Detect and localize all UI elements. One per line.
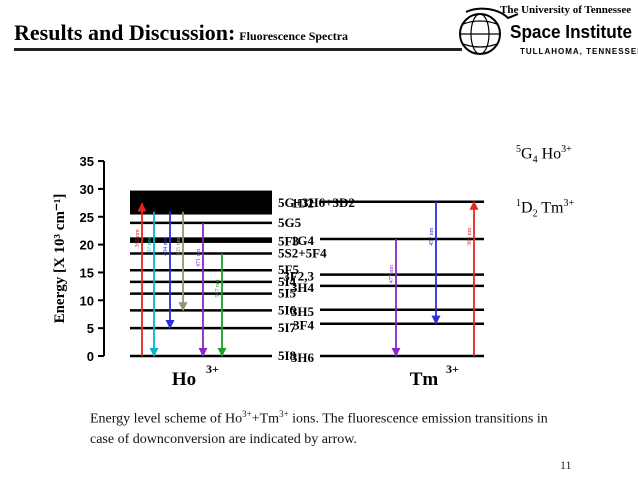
ho-label-sub: 4 [532, 154, 538, 166]
tm-label-sub: 2 [532, 208, 538, 220]
tm-level-label: 1D2 [292, 196, 314, 211]
energy-level-diagram: 0 5 10 15 20 25 30 35 Energy [X 10³ cm⁻¹] 5I8 5I7 5… [52, 154, 484, 390]
ho-ion-charge: 3+ [206, 362, 219, 376]
logo-line-3: TULLAHOMA, TENNESSEE [520, 47, 638, 56]
ho-label-charge: 3+ [561, 144, 572, 155]
ho-level-label: 5F3 [278, 233, 299, 248]
ho-level-label: 5F5 [278, 262, 299, 277]
ho-level-label: 5G4 Ho3+ [516, 144, 572, 166]
ho-label-ion: Ho [537, 145, 562, 163]
tm-level-label: 3F2,3 [283, 269, 314, 284]
tm-transition-label: 477 nm [389, 265, 395, 284]
figure-caption: Energy level scheme of Ho3++Tm3+ ions. T… [90, 404, 610, 450]
page-number: 11 [560, 458, 572, 472]
ho-level-label: 5G5 [278, 215, 302, 230]
tm-level-label: 1D2 Tm3+ [516, 198, 574, 220]
ho-level-label: 5S2+5F4 [278, 246, 327, 261]
y-tick-label: 25 [80, 210, 94, 225]
ho-transition-label: 3? nm [147, 237, 153, 252]
tm-label-sup: 1 [516, 198, 521, 209]
tm-level-label: 3F4 [293, 318, 314, 333]
y-axis-label: Energy [X 10³ cm⁻¹] [52, 194, 68, 324]
caption-text-4: case of downconversion are indicated by … [90, 431, 357, 447]
caption-text-3: ions. The fluorescence emission transiti… [288, 411, 548, 427]
ho-transition-label: 404 nm [163, 237, 169, 256]
tm-transition-label: 365 nm [467, 227, 473, 246]
y-tick-label: 0 [87, 349, 94, 364]
ho-ion-name: Ho [172, 369, 196, 390]
ho-level-label: 5I4 [278, 274, 297, 289]
ho-transition-label: 505 nm [176, 237, 182, 256]
tm-level-label: 3H4 [291, 280, 315, 295]
logo-line-2: Space Institute [510, 22, 632, 42]
slide-title-main: Results and Discussion: [14, 20, 236, 45]
ho-transition-label: 471 nm [196, 249, 202, 268]
caption-sup-2: 3+ [279, 409, 289, 419]
slide-title-sub: Fluorescence Spectra [239, 29, 349, 43]
tm-level-label: 3H5 [291, 304, 315, 319]
y-tick-label: 10 [80, 293, 94, 308]
y-tick-label: 35 [80, 154, 94, 169]
ho-level-label: 5I6 [278, 302, 297, 317]
globe-icon [459, 7, 519, 55]
tm-ion-charge: 3+ [446, 362, 459, 376]
caption-text-1: Energy level scheme of Ho [90, 411, 243, 427]
tm-ion-name: Tm [410, 369, 439, 390]
ho-label-main: G [521, 145, 533, 163]
y-tick-label: 20 [80, 238, 94, 253]
university-logo: The University of Tennessee Space Instit… [459, 4, 638, 56]
tm-label-charge: 3+ [563, 198, 575, 209]
tm-label-ion: Tm [537, 199, 564, 217]
ho-label-sup: 5 [516, 144, 521, 155]
tm-level-label: 1G4 [291, 233, 315, 248]
logo-line-1: The University of Tennessee [500, 4, 631, 16]
slide-title: Results and Discussion: Fluorescence Spe… [14, 20, 348, 46]
ho-transition-label: 547 nm [215, 279, 221, 298]
y-tick-label: 5 [87, 321, 94, 336]
ho-level-label: 5G+3H6+3D2 [278, 195, 355, 210]
tm-label-main: D [521, 199, 533, 217]
tm-transition-label: 457 nm [429, 227, 435, 246]
caption-text-2: +Tm [251, 411, 280, 427]
tm-level-label: 3H6 [291, 350, 315, 365]
ho-level-label: 5I8 [278, 348, 297, 363]
ho-transition-label: 365 nm [135, 229, 141, 248]
title-rule [14, 48, 462, 51]
y-tick-label: 30 [80, 182, 94, 197]
y-tick-label: 15 [80, 265, 94, 280]
ho-level-label: 5I5 [278, 286, 297, 301]
ho-level-label: 5I7 [278, 320, 297, 335]
caption-sup-1: 3+ [242, 409, 252, 419]
